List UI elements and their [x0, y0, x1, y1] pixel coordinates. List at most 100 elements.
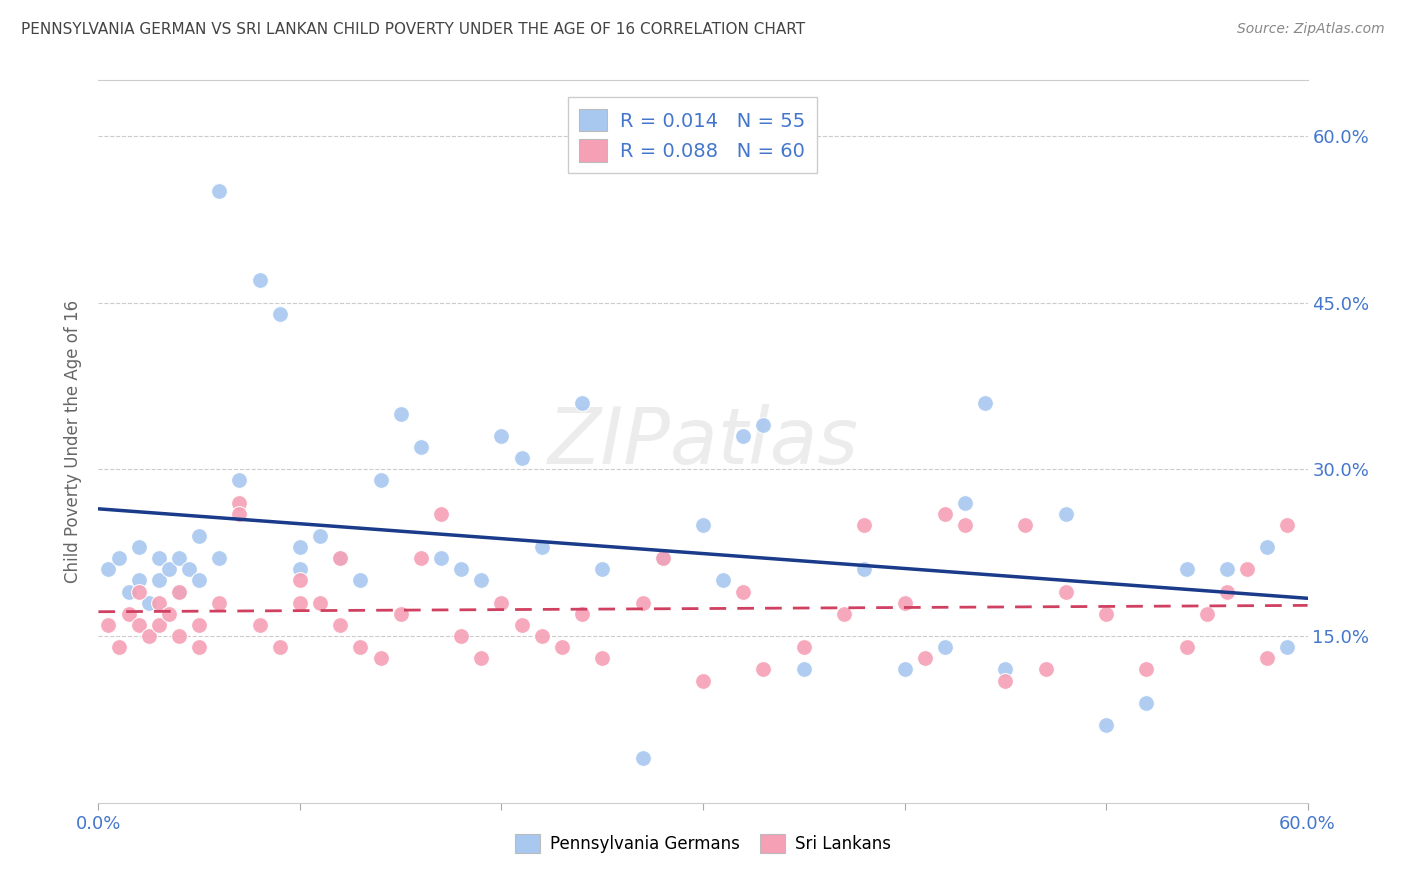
Point: [551, 640, 574, 655]
Point: [128, 584, 150, 599]
Point: [329, 551, 352, 566]
Point: [188, 640, 211, 655]
Point: [188, 574, 211, 588]
Point: [148, 551, 170, 566]
Legend: Pennsylvania Germans, Sri Lankans: Pennsylvania Germans, Sri Lankans: [509, 827, 897, 860]
Point: [1095, 718, 1118, 732]
Point: [167, 584, 190, 599]
Point: [349, 574, 371, 588]
Point: [651, 551, 673, 566]
Point: [409, 440, 432, 454]
Point: [853, 517, 876, 532]
Point: [269, 640, 291, 655]
Point: [208, 551, 231, 566]
Point: [188, 529, 211, 543]
Point: [118, 584, 141, 599]
Point: [309, 529, 332, 543]
Point: [914, 651, 936, 665]
Point: [1216, 562, 1239, 576]
Point: [470, 651, 492, 665]
Point: [148, 574, 170, 588]
Point: [733, 429, 755, 443]
Point: [450, 562, 472, 576]
Point: [1095, 607, 1118, 621]
Point: [1054, 584, 1077, 599]
Point: [228, 496, 250, 510]
Point: [128, 540, 150, 554]
Point: [1054, 507, 1077, 521]
Point: [288, 562, 311, 576]
Point: [832, 607, 855, 621]
Point: [591, 562, 613, 576]
Point: [491, 429, 513, 443]
Point: [128, 574, 150, 588]
Point: [1014, 517, 1036, 532]
Point: [97, 562, 120, 576]
Point: [107, 640, 129, 655]
Point: [934, 507, 956, 521]
Point: [107, 551, 129, 566]
Point: [288, 574, 311, 588]
Point: [631, 751, 654, 765]
Point: [491, 596, 513, 610]
Point: [1135, 696, 1157, 710]
Point: [893, 596, 915, 610]
Point: [208, 185, 231, 199]
Point: [167, 551, 190, 566]
Point: [179, 562, 201, 576]
Point: [692, 517, 714, 532]
Point: [249, 273, 271, 287]
Point: [118, 607, 141, 621]
Point: [389, 607, 412, 621]
Point: [752, 662, 775, 676]
Point: [1195, 607, 1218, 621]
Point: [893, 662, 915, 676]
Point: [228, 474, 250, 488]
Point: [370, 651, 392, 665]
Point: [1256, 651, 1278, 665]
Point: [1236, 562, 1258, 576]
Point: [249, 618, 271, 632]
Point: [288, 596, 311, 610]
Point: [651, 551, 673, 566]
Point: [953, 496, 976, 510]
Point: [571, 395, 593, 409]
Point: [1035, 662, 1057, 676]
Point: [167, 629, 190, 643]
Point: [430, 551, 453, 566]
Point: [450, 629, 472, 643]
Point: [793, 640, 815, 655]
Point: [1277, 640, 1299, 655]
Point: [409, 551, 432, 566]
Point: [157, 607, 180, 621]
Point: [934, 640, 956, 655]
Point: [370, 474, 392, 488]
Point: [1256, 540, 1278, 554]
Point: [1216, 584, 1239, 599]
Point: [692, 673, 714, 688]
Point: [188, 618, 211, 632]
Point: [309, 596, 332, 610]
Point: [510, 618, 533, 632]
Text: ZIPatlas: ZIPatlas: [547, 403, 859, 480]
Point: [510, 451, 533, 466]
Point: [591, 651, 613, 665]
Point: [974, 395, 997, 409]
Point: [148, 618, 170, 632]
Point: [288, 540, 311, 554]
Point: [470, 574, 492, 588]
Point: [1175, 562, 1198, 576]
Point: [631, 596, 654, 610]
Point: [269, 307, 291, 321]
Point: [1135, 662, 1157, 676]
Point: [1175, 640, 1198, 655]
Point: [208, 596, 231, 610]
Text: Source: ZipAtlas.com: Source: ZipAtlas.com: [1237, 22, 1385, 37]
Point: [157, 562, 180, 576]
Point: [167, 584, 190, 599]
Text: PENNSYLVANIA GERMAN VS SRI LANKAN CHILD POVERTY UNDER THE AGE OF 16 CORRELATION : PENNSYLVANIA GERMAN VS SRI LANKAN CHILD …: [21, 22, 806, 37]
Point: [97, 618, 120, 632]
Point: [228, 507, 250, 521]
Y-axis label: Child Poverty Under the Age of 16: Child Poverty Under the Age of 16: [65, 300, 83, 583]
Point: [148, 596, 170, 610]
